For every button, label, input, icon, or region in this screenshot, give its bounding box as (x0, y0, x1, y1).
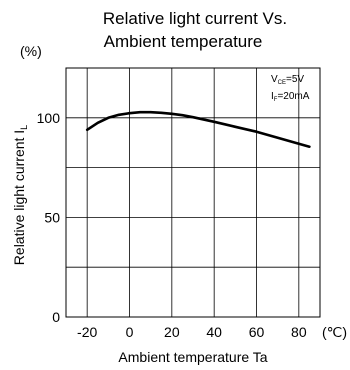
x-tick-label: 0 (126, 324, 134, 340)
y-axis-label-sub: L (19, 125, 29, 130)
y-tick-labels: 0 50 100 (37, 110, 61, 325)
x-axis-unit: (℃) (322, 324, 347, 340)
y-tick-label: 100 (37, 110, 61, 126)
condition-if: IF=20mA (271, 91, 310, 103)
condition-vce: VCE=5V (271, 74, 304, 86)
x-axis-label: Ambient temperature Ta (118, 349, 267, 365)
y-tick-label: 50 (44, 209, 60, 225)
y-axis-label: Relative light current IL (11, 125, 29, 265)
plot-frame (65, 67, 321, 318)
x-tick-label: 20 (164, 324, 180, 340)
y-axis-label-main: Relative light current I (11, 130, 27, 265)
chart-title-line2: Ambient temperature (104, 32, 263, 51)
x-tick-label: 60 (249, 324, 265, 340)
grid (66, 68, 320, 317)
x-tick-label: 80 (291, 324, 307, 340)
x-tick-label: 40 (206, 324, 222, 340)
x-tick-labels: -20 0 20 40 60 80 (77, 324, 307, 340)
y-axis-unit: (%) (20, 43, 42, 59)
x-tick-label: -20 (77, 324, 97, 340)
series-line (85, 110, 311, 148)
chart-title-line1: Relative light current Vs. (103, 9, 287, 28)
y-tick-label: 0 (52, 309, 60, 325)
